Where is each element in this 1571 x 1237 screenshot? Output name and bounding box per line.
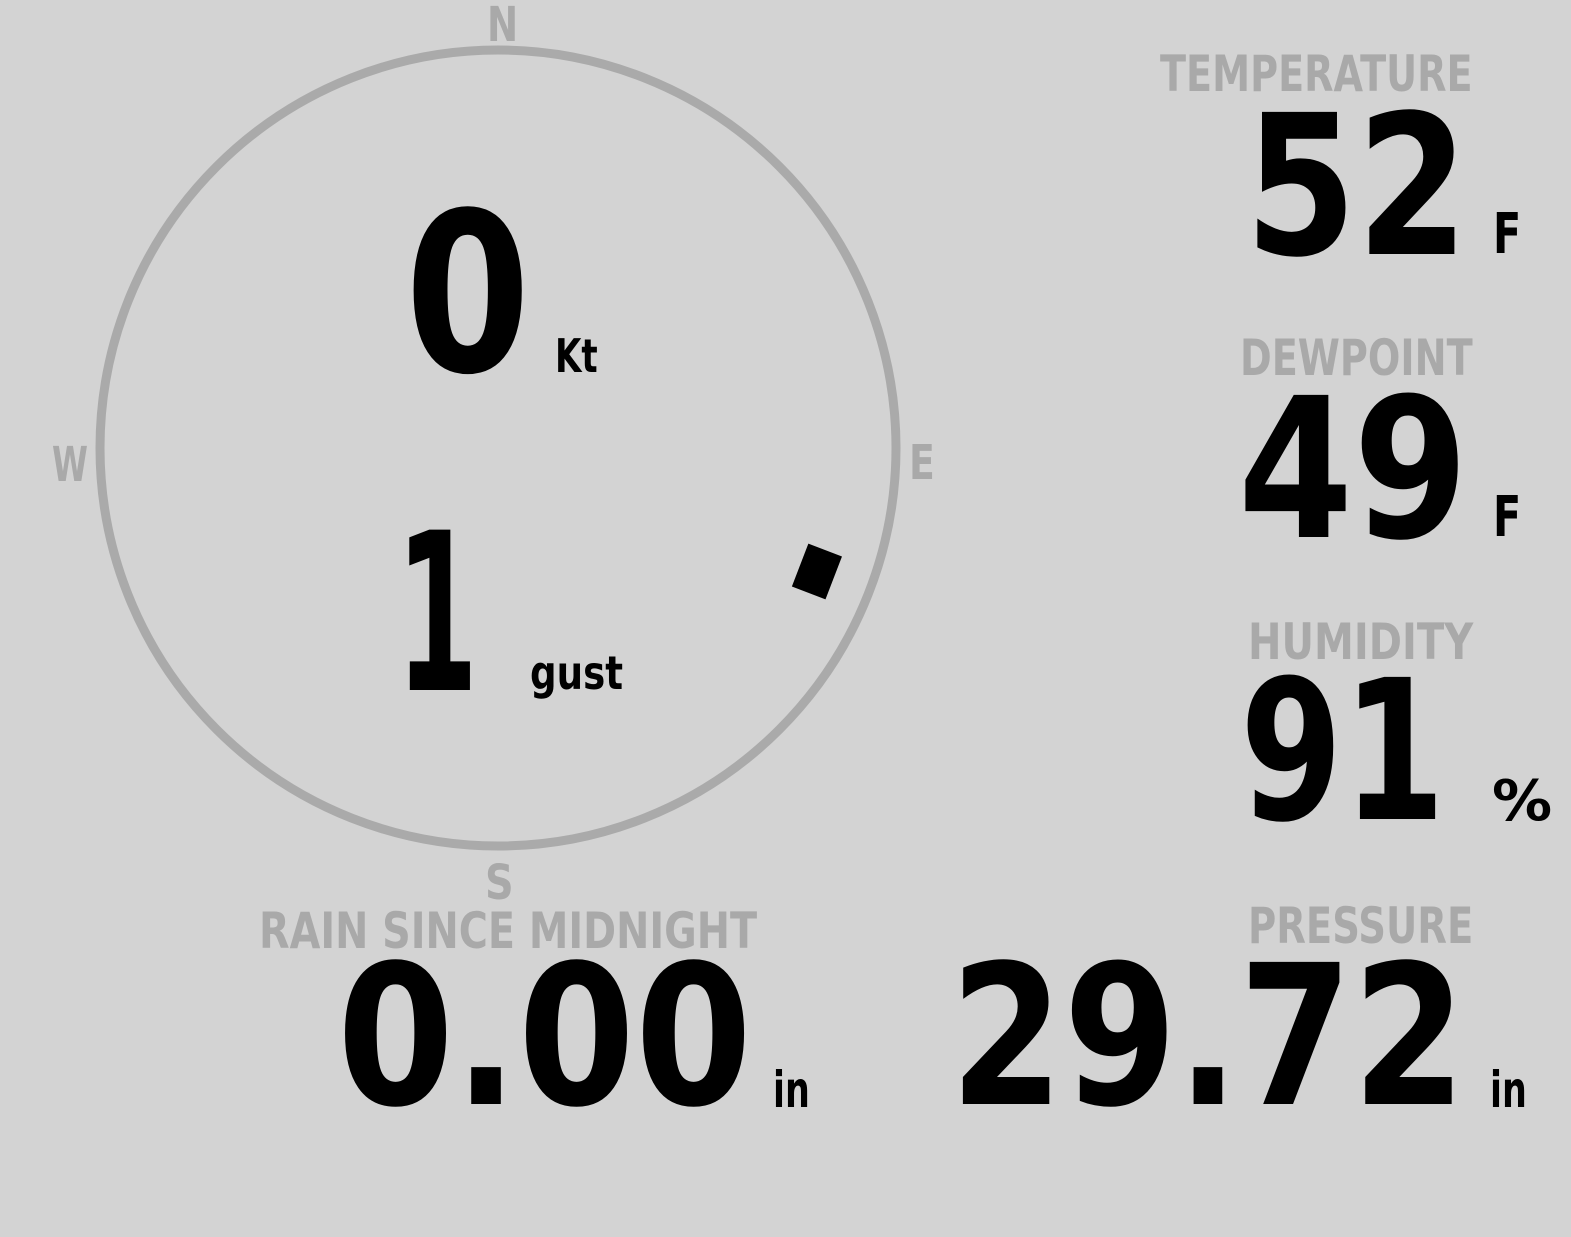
wind-direction-marker-block bbox=[791, 543, 842, 600]
dewpoint-label: DEWPOINT bbox=[1240, 329, 1473, 388]
pressure-label: PRESSURE bbox=[1248, 897, 1474, 956]
compass-south-label: S bbox=[484, 854, 514, 911]
humidity-label: HUMIDITY bbox=[1248, 613, 1474, 672]
pressure-unit: in bbox=[1490, 1061, 1527, 1120]
wind-speed-unit: Kt bbox=[555, 329, 598, 384]
compass-ring bbox=[95, 45, 901, 851]
compass-west-label: W bbox=[52, 436, 88, 493]
pressure-value: 29.72 bbox=[950, 923, 1466, 1151]
temperature-value: 52 bbox=[1245, 73, 1469, 301]
rain-label: RAIN SINCE MIDNIGHT bbox=[259, 902, 758, 961]
compass-east-label: E bbox=[909, 434, 935, 491]
wind-direction-marker bbox=[791, 543, 842, 600]
rain-value: 0.00 bbox=[337, 923, 753, 1151]
compass-north-label: N bbox=[486, 0, 518, 53]
wind-gust-unit: gust bbox=[530, 646, 624, 701]
rain-unit: in bbox=[773, 1061, 810, 1120]
humidity-unit: % bbox=[1492, 769, 1553, 835]
wind-gust-value: 1 bbox=[396, 485, 479, 742]
dewpoint-unit: F bbox=[1493, 485, 1522, 551]
wind-speed-value: 0 bbox=[405, 166, 531, 425]
temperature-unit: F bbox=[1493, 202, 1522, 268]
dewpoint-value: 49 bbox=[1238, 356, 1469, 584]
temperature-label: TEMPERATURE bbox=[1160, 45, 1473, 104]
humidity-value: 91 bbox=[1240, 638, 1446, 866]
